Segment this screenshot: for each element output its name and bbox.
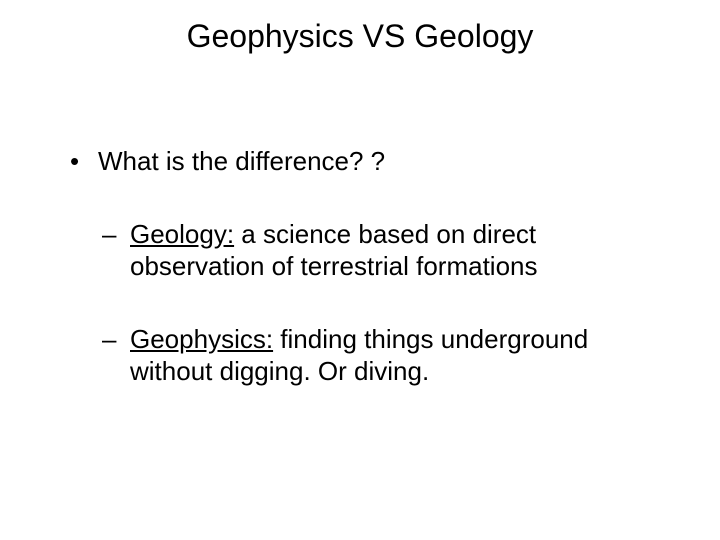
bullet-question-text: What is the difference? ? <box>98 146 385 176</box>
slide: Geophysics VS Geology What is the differ… <box>0 0 720 540</box>
bullet-geology: Geology: a science based on direct obser… <box>102 218 650 283</box>
slide-title: Geophysics VS Geology <box>0 0 720 55</box>
geology-label: Geology: <box>130 219 234 249</box>
geophysics-label: Geophysics: <box>130 324 273 354</box>
bullet-question: What is the difference? ? <box>70 145 650 178</box>
bullet-geophysics: Geophysics: finding things underground w… <box>102 323 650 388</box>
slide-body: What is the difference? ? Geology: a sci… <box>0 55 720 388</box>
